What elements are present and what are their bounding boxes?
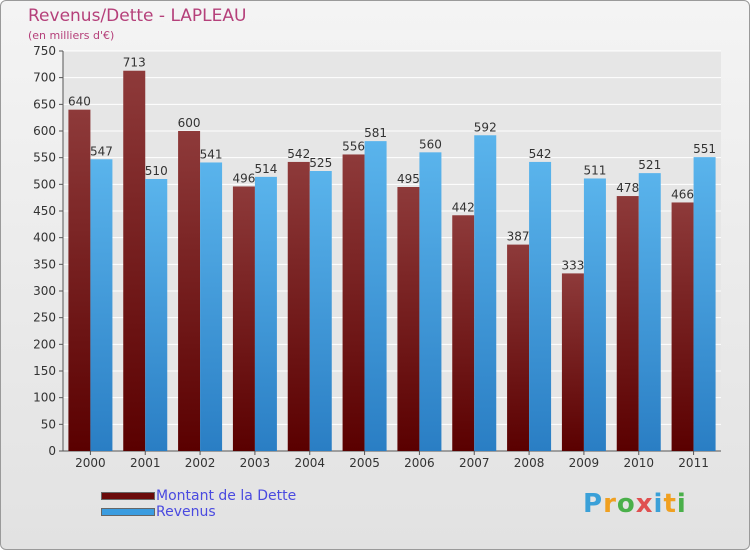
legend-swatch-dette bbox=[101, 492, 155, 500]
data-label: 521 bbox=[638, 158, 661, 172]
bar-dette bbox=[452, 215, 475, 451]
y-tick-label: 200 bbox=[33, 337, 56, 351]
x-tick-label: 2007 bbox=[459, 456, 490, 470]
logo-letter: t bbox=[663, 489, 677, 519]
data-label: 547 bbox=[90, 144, 113, 158]
data-label: 496 bbox=[232, 171, 255, 185]
x-tick-label: 2000 bbox=[75, 456, 106, 470]
data-label: 525 bbox=[309, 156, 332, 170]
y-tick-label: 450 bbox=[33, 204, 56, 218]
y-tick-label: 50 bbox=[41, 417, 56, 431]
bar-revenus bbox=[254, 176, 277, 451]
logo-letter: i bbox=[676, 489, 687, 519]
x-tick-label: 2009 bbox=[569, 456, 600, 470]
x-tick-label: 2005 bbox=[349, 456, 380, 470]
x-tick-label: 2010 bbox=[623, 456, 654, 470]
bar-revenus bbox=[309, 171, 332, 451]
data-label: 640 bbox=[68, 95, 91, 109]
bar-revenus bbox=[419, 152, 442, 452]
y-tick-label: 250 bbox=[33, 311, 56, 325]
bar-revenus bbox=[145, 179, 168, 451]
y-tick-label: 550 bbox=[33, 151, 56, 165]
bar-revenus bbox=[364, 141, 387, 451]
bar-dette bbox=[178, 131, 201, 451]
data-label: 495 bbox=[397, 172, 420, 186]
bar-dette bbox=[342, 154, 365, 451]
legend-swatch-revenus bbox=[101, 508, 155, 516]
logo-letter: x bbox=[635, 489, 654, 519]
y-tick-label: 0 bbox=[48, 444, 56, 458]
chart-title: Revenus/Dette - LAPLEAU bbox=[28, 6, 247, 26]
y-tick-label: 400 bbox=[33, 231, 56, 245]
x-tick-label: 2004 bbox=[294, 456, 325, 470]
data-label: 560 bbox=[419, 137, 442, 151]
bar-dette bbox=[397, 187, 420, 451]
x-tick-label: 2011 bbox=[678, 456, 709, 470]
x-tick-label: 2006 bbox=[404, 456, 435, 470]
chart-subtitle: (en milliers d'€) bbox=[28, 29, 115, 42]
logo-letter: o bbox=[616, 489, 636, 519]
data-label: 478 bbox=[616, 181, 639, 195]
data-label: 592 bbox=[474, 120, 497, 134]
data-label: 510 bbox=[145, 164, 168, 178]
y-tick-label: 700 bbox=[33, 71, 56, 85]
legend-label-revenus: Revenus bbox=[156, 504, 216, 520]
bar-dette bbox=[507, 244, 530, 451]
bar-revenus bbox=[583, 178, 606, 451]
data-label: 600 bbox=[178, 116, 201, 130]
proxiti-logo: Proxiti bbox=[583, 489, 687, 519]
bar-dette bbox=[232, 186, 255, 451]
data-label: 713 bbox=[123, 56, 146, 70]
logo-letter: r bbox=[603, 489, 617, 519]
bar-revenus bbox=[90, 159, 113, 451]
data-label: 556 bbox=[342, 139, 365, 153]
logo-letter: i bbox=[653, 489, 664, 519]
bar-revenus bbox=[529, 161, 552, 451]
bar-dette bbox=[616, 196, 639, 451]
legend-label-dette: Montant de la Dette bbox=[156, 488, 297, 504]
data-label: 581 bbox=[364, 126, 387, 140]
x-tick-label: 2001 bbox=[130, 456, 161, 470]
data-label: 442 bbox=[452, 200, 475, 214]
data-label: 466 bbox=[671, 187, 694, 201]
y-tick-label: 350 bbox=[33, 257, 56, 271]
bar-dette bbox=[123, 70, 146, 451]
data-label: 541 bbox=[200, 147, 223, 161]
x-tick-label: 2002 bbox=[185, 456, 216, 470]
y-tick-label: 650 bbox=[33, 97, 56, 111]
data-label: 511 bbox=[583, 163, 606, 177]
data-label: 551 bbox=[693, 142, 716, 156]
y-tick-label: 600 bbox=[33, 124, 56, 138]
bar-revenus bbox=[200, 162, 223, 451]
y-tick-label: 100 bbox=[33, 391, 56, 405]
data-label: 542 bbox=[529, 147, 552, 161]
y-tick-label: 150 bbox=[33, 364, 56, 378]
logo-letter: P bbox=[583, 489, 604, 519]
plot-area bbox=[63, 51, 721, 451]
bar-revenus bbox=[693, 157, 716, 451]
data-label: 387 bbox=[507, 230, 530, 244]
bar-dette bbox=[671, 202, 694, 451]
data-label: 514 bbox=[254, 162, 277, 176]
data-label: 333 bbox=[561, 258, 584, 272]
bar-dette bbox=[561, 273, 584, 451]
bar-revenus bbox=[638, 173, 661, 451]
bar-dette bbox=[287, 161, 310, 451]
y-tick-label: 300 bbox=[33, 284, 56, 298]
bar-revenus bbox=[474, 135, 497, 451]
y-tick-label: 750 bbox=[33, 44, 56, 58]
data-label: 542 bbox=[287, 147, 310, 161]
x-tick-label: 2003 bbox=[240, 456, 271, 470]
y-tick-label: 500 bbox=[33, 177, 56, 191]
bar-dette bbox=[68, 109, 91, 452]
x-tick-label: 2008 bbox=[514, 456, 545, 470]
